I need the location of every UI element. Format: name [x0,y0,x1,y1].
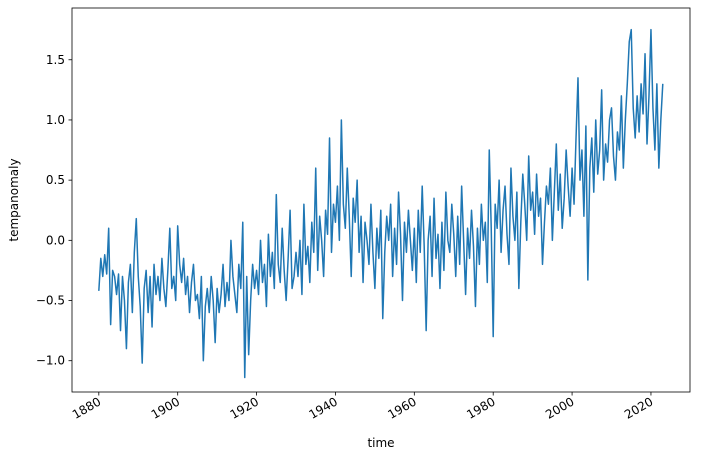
x-tick-label: 2000 [543,394,576,421]
x-tick-label: 1900 [149,394,182,421]
x-axis-label: time [367,436,394,450]
x-tick-label: 1980 [464,394,497,421]
x-tick-label: 1940 [306,394,339,421]
y-tick-label: 1.0 [46,113,65,127]
y-tick-label: −0.5 [36,294,65,308]
y-tick-label: 1.5 [46,53,65,67]
y-axis-label: tempanomaly [7,158,21,241]
x-tick-label: 1880 [70,394,103,421]
y-tick-label: 0.0 [46,233,65,247]
x-tick-label: 1920 [228,394,261,421]
y-tick-label: 0.5 [46,173,65,187]
plot-frame [71,7,691,393]
x-tick-label: 2020 [622,394,655,421]
data-line [98,28,664,379]
y-tick-label: −1.0 [36,354,65,368]
x-tick-label: 1960 [385,394,418,421]
